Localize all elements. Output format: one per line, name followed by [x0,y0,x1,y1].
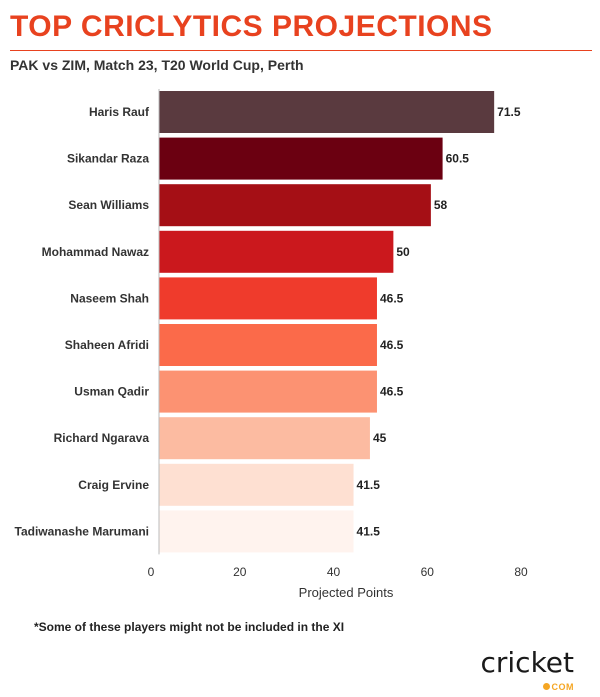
logo-dot-icon [542,683,550,691]
value-label: 60.5 [446,152,470,166]
x-tick-label: 40 [327,565,341,579]
category-label: Haris Rauf [89,105,150,119]
bar-shaheen-afridi [159,324,377,366]
footnote: *Some of these players might not be incl… [34,620,345,634]
x-axis-title: Projected Points [299,585,394,600]
bar-mohammad-nawaz [159,230,394,273]
value-label: 41.5 [357,478,381,492]
category-label: Sean Williams [68,198,149,212]
category-label: Mohammad Nawaz [42,245,149,259]
x-tick-label: 20 [233,565,247,579]
value-label: 46.5 [380,338,404,352]
x-axis: 0 20 40 60 80 [148,89,528,579]
title-divider [10,50,592,51]
bar-craig-ervine [159,463,354,506]
logo-suffix: COM [551,681,574,692]
category-label: Sikandar Raza [67,152,149,166]
bar-richard-ngarava [159,417,370,460]
value-labels: 71.5 60.5 58 50 46.5 46.5 46.5 45 41.5 41.5 [357,105,521,538]
category-labels: Haris Rauf Sikandar Raza Sean Williams Moha… [15,105,150,538]
cricket-com-logo: cricket COM [480,648,574,696]
value-label: 46.5 [380,291,404,305]
x-tick-label: 0 [148,565,155,579]
value-label: 46.5 [380,385,404,399]
x-tick-label: 80 [514,565,528,579]
bar-sikandar-raza [159,137,443,180]
value-label: 71.5 [497,105,521,119]
category-label: Richard Ngarava [54,431,150,445]
chart-subtitle: PAK vs ZIM, Match 23, T20 World Cup, Per… [10,57,304,73]
logo-wordmark: cricket [480,646,574,679]
category-label: Naseem Shah [70,291,149,305]
chart-title: TOP CRICLYTICS PROJECTIONS [10,10,493,43]
bar-haris-rauf [159,91,495,133]
category-label: Craig Ervine [78,478,149,492]
x-tick-label: 60 [421,565,435,579]
bar-chart: Haris Rauf Sikandar Raza Sean Williams Moha… [15,89,528,600]
bar-usman-qadir [159,370,377,413]
bars-layer [159,91,495,553]
bar-sean-williams [159,184,431,227]
value-label: 58 [434,198,448,212]
category-label: Tadiwanashe Marumani [15,524,149,538]
category-label: Usman Qadir [74,385,149,399]
value-label: 41.5 [357,524,381,538]
value-label: 45 [373,431,387,445]
category-label: Shaheen Afridi [65,338,149,352]
bar-naseem-shah [159,277,377,320]
value-label: 50 [396,245,410,259]
bar-tadiwanashe-marumani [159,510,354,553]
